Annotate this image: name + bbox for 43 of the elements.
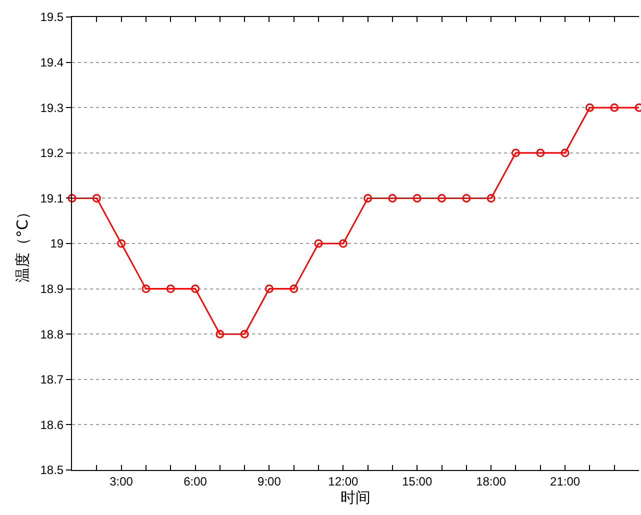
y-tick-label: 19.3 (40, 100, 64, 115)
y-tick-label: 18.7 (40, 372, 64, 387)
point (610, 103, 619, 112)
point (338, 239, 348, 248)
point (438, 194, 446, 202)
x-tick-label: 12:00 (328, 474, 359, 488)
y-tick-label: 18.5 (40, 463, 64, 478)
point (388, 194, 397, 202)
x-tick-label: 9:00 (258, 474, 282, 488)
point (364, 194, 372, 202)
point (68, 194, 76, 202)
y-axis-title: 温度（°C） (13, 204, 32, 282)
y-tick-label: 18.9 (40, 282, 64, 296)
point (462, 194, 471, 202)
point (191, 284, 200, 294)
point (264, 284, 274, 294)
point (117, 239, 126, 248)
point (511, 148, 520, 158)
point (290, 284, 298, 294)
point (412, 194, 422, 202)
y-tick-label: 19.5 (40, 10, 64, 24)
point (314, 239, 323, 248)
point (240, 330, 249, 338)
point (560, 148, 570, 158)
x-tick-label: 15:00 (402, 474, 432, 488)
y-tick-label: 18.8 (40, 327, 64, 342)
y-tick-label: 19 (50, 236, 64, 251)
x-tick-label: 6:00 (184, 474, 208, 488)
y-tick-label: 18.6 (40, 418, 64, 432)
point (142, 284, 150, 294)
point (536, 148, 545, 158)
point (92, 194, 101, 202)
x-axis-title: 时间 (340, 488, 370, 506)
y-tick-label: 19.2 (40, 146, 64, 160)
point (486, 194, 496, 202)
y-tick-label: 19.1 (40, 191, 64, 206)
point (166, 284, 175, 294)
x-tick-label: 3:00 (110, 474, 134, 488)
y-tick-label: 19.4 (40, 56, 64, 70)
point (216, 330, 224, 338)
x-tick-label: 18:00 (476, 474, 506, 488)
x-tick-label: 21:00 (550, 474, 580, 488)
point (585, 103, 594, 112)
